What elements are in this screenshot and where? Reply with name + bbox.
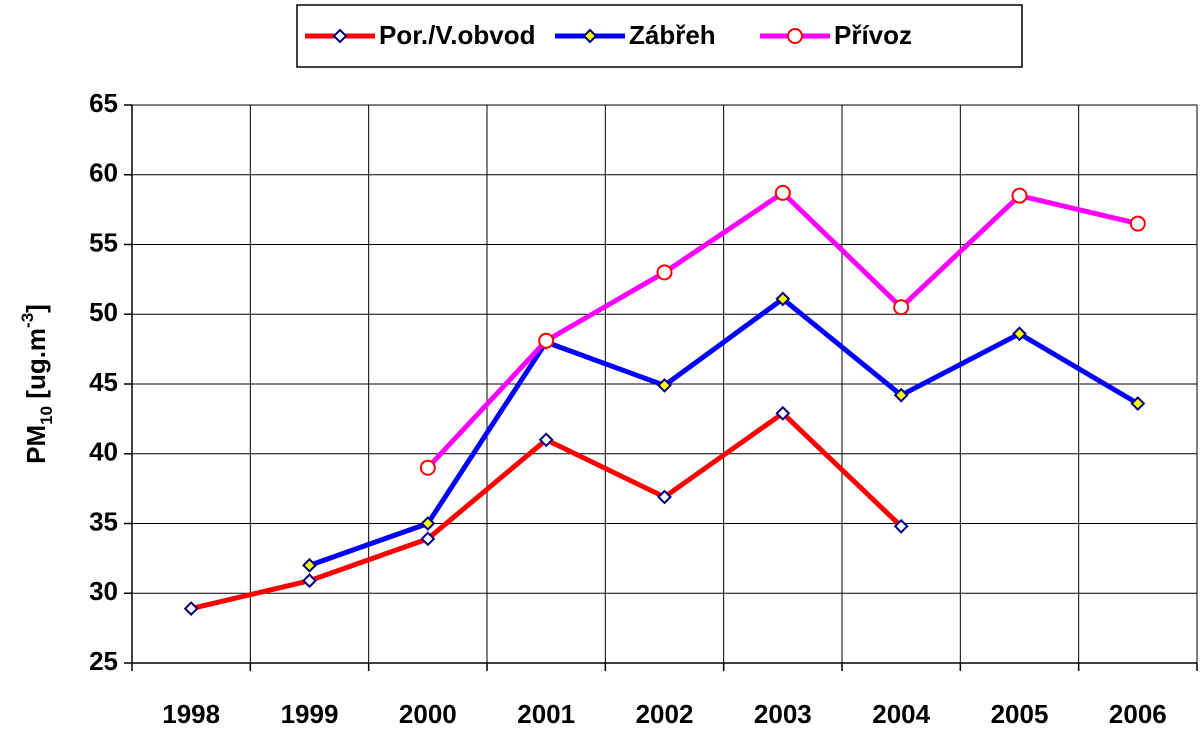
x-tick-label: 1998 xyxy=(162,699,220,729)
point xyxy=(657,489,672,505)
point xyxy=(893,299,910,316)
x-tick-label: 2004 xyxy=(872,699,930,729)
x-tick-label: 2003 xyxy=(754,699,812,729)
point xyxy=(420,531,436,547)
y-tick-label: 45 xyxy=(89,367,118,397)
y-tick-label: 65 xyxy=(89,88,118,118)
x-tick-label: 2005 xyxy=(991,699,1049,729)
x-tick-label: 1999 xyxy=(281,699,339,729)
point xyxy=(302,573,317,589)
x-tick-label: 2000 xyxy=(399,699,457,729)
point xyxy=(893,518,909,534)
point xyxy=(774,184,791,201)
point xyxy=(538,332,555,349)
x-tick-label: 2001 xyxy=(517,699,575,729)
series-line xyxy=(426,190,1139,470)
legend-label: Zábřeh xyxy=(629,20,716,50)
legend-label: Por./V.obvod xyxy=(379,20,536,50)
point xyxy=(775,405,791,421)
point xyxy=(656,264,673,281)
point xyxy=(1011,187,1028,204)
point xyxy=(893,387,909,403)
point xyxy=(775,291,791,307)
y-tick-label: 30 xyxy=(89,576,118,606)
point xyxy=(419,459,436,476)
series-line xyxy=(308,296,1140,568)
point xyxy=(332,28,348,44)
y-tick-label: 50 xyxy=(89,297,118,327)
y-label-part: ] xyxy=(21,304,51,313)
y-tick-label: 25 xyxy=(89,646,118,676)
y-tick-label: 40 xyxy=(89,437,118,467)
y-label-part: PM xyxy=(21,425,51,464)
point xyxy=(1129,215,1146,232)
point xyxy=(302,557,317,573)
point xyxy=(1130,396,1146,411)
x-tick-label: 2002 xyxy=(636,699,694,729)
point xyxy=(183,601,199,617)
y-tick-label: 35 xyxy=(89,506,118,536)
point xyxy=(1012,326,1027,342)
point xyxy=(538,432,554,448)
y-tick-label: 60 xyxy=(89,158,118,188)
legend-label: Přívoz xyxy=(834,20,912,50)
y-tick-label: 55 xyxy=(89,227,118,257)
point xyxy=(657,377,672,393)
x-tick-label: 2006 xyxy=(1109,699,1167,729)
point xyxy=(787,28,803,44)
y-label-part: [ug.m xyxy=(21,328,51,406)
legend-box xyxy=(296,4,1023,68)
y-label-part: -3 xyxy=(18,313,37,328)
point xyxy=(420,516,436,531)
point xyxy=(582,28,598,44)
y-label-part: 10 xyxy=(37,406,56,425)
y-axis-label: PM10 [ug.m-3] xyxy=(18,304,56,464)
